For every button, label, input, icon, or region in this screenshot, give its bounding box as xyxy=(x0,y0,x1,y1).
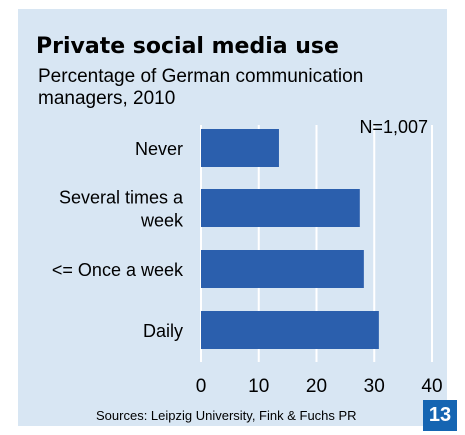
bar xyxy=(201,189,360,227)
category-label: week xyxy=(140,211,184,231)
x-tick-label: 30 xyxy=(364,376,385,397)
x-tick-label: 10 xyxy=(248,376,269,397)
chart-subtitle: Percentage of German communication manag… xyxy=(38,66,364,109)
category-label: <= Once a week xyxy=(52,260,184,280)
bar xyxy=(201,311,379,349)
category-label: Several times a xyxy=(59,188,184,208)
page-number-badge: 13 xyxy=(423,400,457,431)
source-note: Sources: Leipzig University, Fink & Fuch… xyxy=(96,408,357,423)
bar xyxy=(201,129,279,167)
sample-size-annotation: N=1,007 xyxy=(359,117,428,137)
x-tick-label: 0 xyxy=(196,376,207,397)
category-label: Daily xyxy=(143,321,183,341)
bar xyxy=(201,250,364,288)
x-tick-label: 40 xyxy=(421,376,442,397)
x-tick-label: 20 xyxy=(306,376,327,397)
category-label: Never xyxy=(135,139,183,159)
chart-title: Private social media use xyxy=(36,34,339,59)
